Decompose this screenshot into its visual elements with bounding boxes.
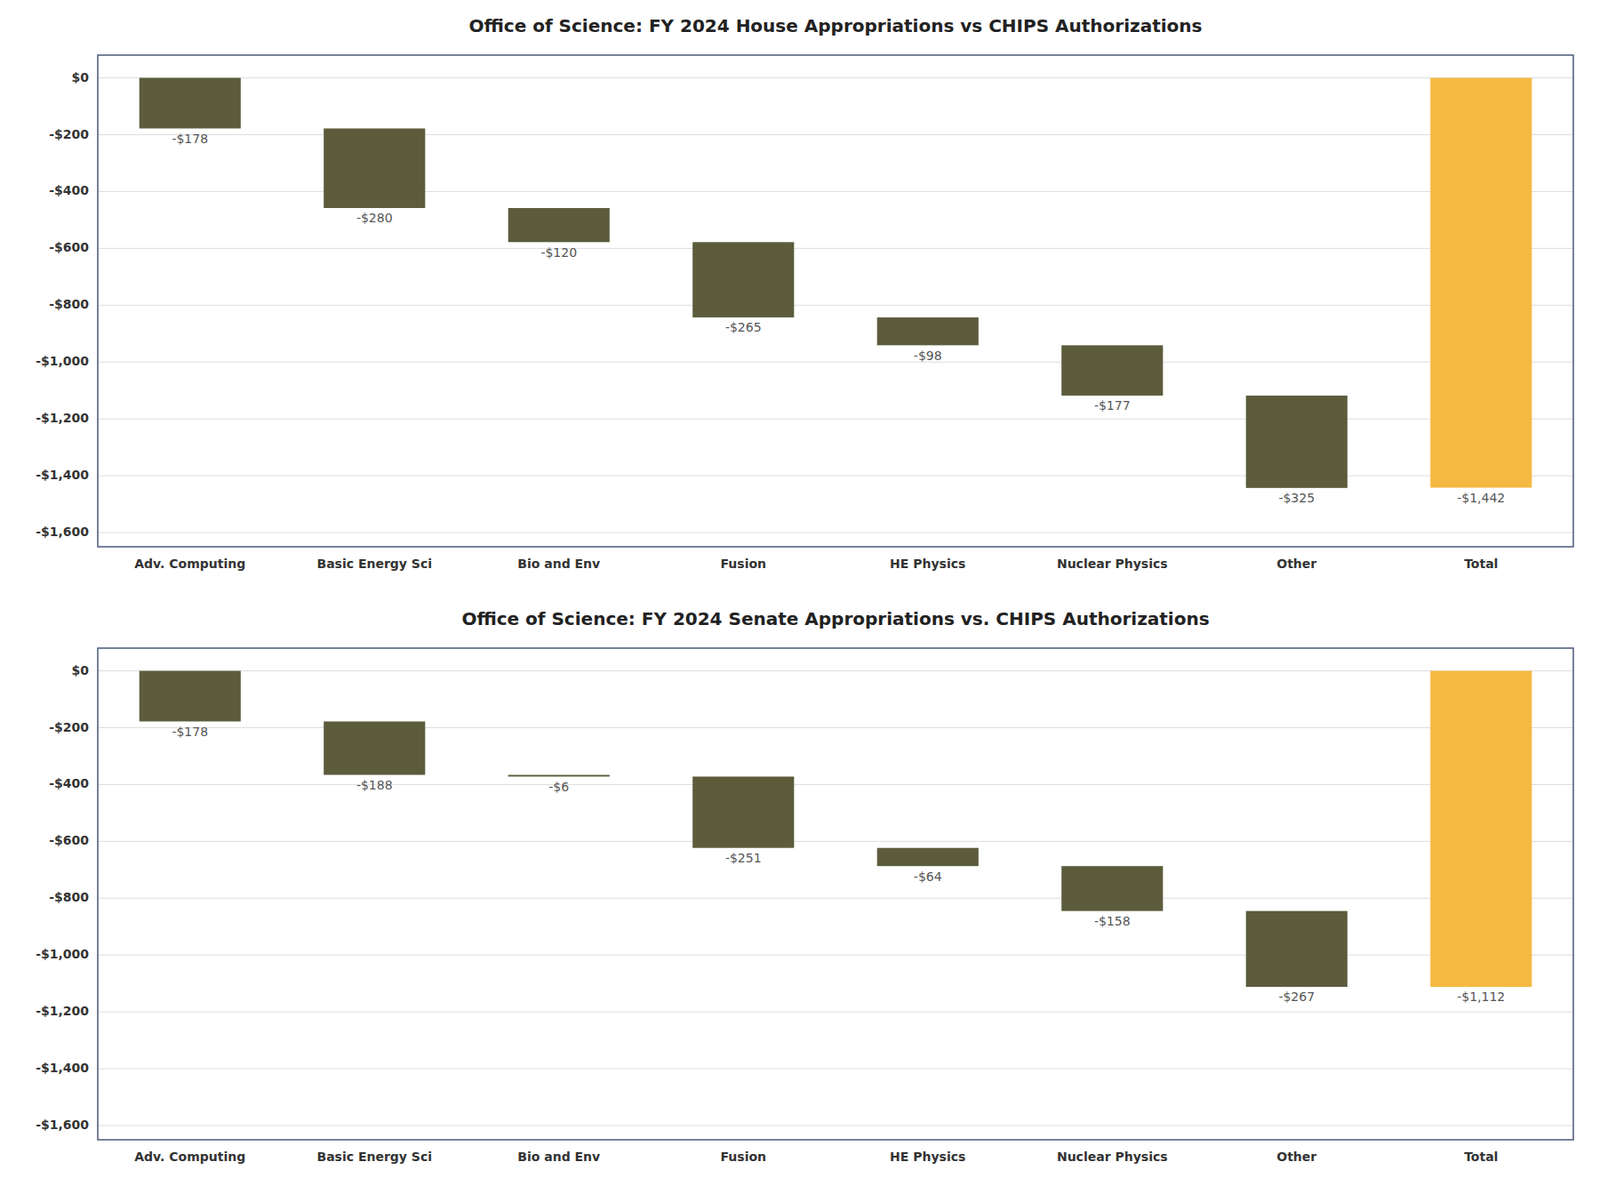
grid-line — [97, 670, 1574, 672]
data-label: -$6 — [548, 779, 569, 794]
total-bar — [1430, 78, 1532, 488]
grid-line — [97, 784, 1574, 785]
x-tick-label: HE Physics — [889, 1149, 966, 1164]
data-label: -$267 — [1278, 989, 1315, 1004]
y-tick-label: -$1,600 — [35, 524, 89, 539]
grid-line — [97, 840, 1574, 842]
y-tick-label: -$600 — [48, 240, 89, 255]
y-tick-label: -$1,000 — [35, 353, 89, 368]
plot-frame — [97, 55, 1574, 547]
grid-line — [97, 954, 1574, 956]
y-tick-label: -$600 — [48, 832, 89, 848]
grid-line — [97, 1125, 1574, 1127]
y-tick-label: $0 — [72, 663, 90, 678]
grid-line — [97, 1068, 1574, 1070]
data-label: -$1,112 — [1456, 989, 1505, 1004]
x-tick-label: Basic Energy Sci — [316, 556, 432, 571]
data-label: -$178 — [171, 131, 208, 146]
x-tick-label: Fusion — [720, 556, 767, 571]
data-label: -$325 — [1278, 490, 1315, 505]
grid-line — [97, 361, 1574, 363]
y-tick-label: -$1,200 — [35, 1003, 89, 1018]
bar — [1061, 865, 1163, 912]
grid-line — [97, 727, 1574, 728]
data-label: -$120 — [540, 245, 577, 260]
x-tick-label: Basic Energy Sci — [316, 1149, 432, 1164]
y-tick-label: -$1,400 — [35, 467, 89, 482]
x-tick-label: Total — [1464, 1149, 1498, 1164]
y-tick-label: -$400 — [48, 776, 89, 791]
bar — [508, 208, 610, 242]
data-label: -$98 — [913, 348, 943, 363]
x-tick-label: Fusion — [720, 1149, 767, 1164]
grid-line — [97, 418, 1574, 420]
y-tick-label: -$200 — [48, 127, 89, 142]
grid-line — [97, 1011, 1574, 1013]
x-tick-label: Nuclear Physics — [1056, 1149, 1168, 1164]
x-tick-label: Other — [1276, 556, 1317, 571]
chart-panel: Office of Science: FY 2024 Senate Approp… — [35, 608, 1574, 1164]
bars — [139, 671, 1533, 987]
bar — [692, 776, 794, 848]
y-tick-label: -$400 — [48, 183, 89, 198]
bars — [139, 78, 1533, 488]
data-label: -$1,442 — [1456, 490, 1505, 505]
plot-frame — [97, 648, 1574, 1140]
data-labels: -$178 -$280 -$120 -$265 -$98 -$177 -$325 -$1,44… — [171, 131, 1505, 505]
y-tick-label: -$1,400 — [35, 1060, 89, 1075]
chart-panel: Office of Science: FY 2024 House Appropr… — [35, 15, 1574, 571]
bar — [692, 241, 794, 318]
x-tick-label: Nuclear Physics — [1056, 556, 1168, 571]
grid-line — [97, 191, 1574, 192]
x-tick-label: Bio and Env — [517, 1149, 600, 1164]
grid-line — [97, 134, 1574, 136]
bar — [1246, 911, 1348, 987]
x-tick-label: Adv. Computing — [134, 1149, 246, 1164]
grid-line — [97, 897, 1574, 899]
bar — [508, 775, 610, 777]
bar — [323, 128, 425, 208]
data-label: -$188 — [356, 777, 393, 792]
data-label: -$64 — [913, 869, 943, 884]
y-tick-label: -$200 — [48, 720, 89, 735]
x-tick-label: Adv. Computing — [134, 556, 246, 571]
bar — [1246, 395, 1348, 488]
bar — [139, 78, 241, 129]
background — [0, 0, 1600, 1186]
figure: Office of Science: FY 2024 House Appropr… — [0, 0, 1600, 1186]
grid-line — [97, 304, 1574, 306]
bar — [877, 848, 979, 866]
y-tick-label: -$1,000 — [35, 946, 89, 961]
bar — [139, 671, 241, 722]
chart-title: Office of Science: FY 2024 House Appropr… — [469, 15, 1203, 37]
y-tick-label: $0 — [72, 70, 90, 85]
data-label: -$178 — [171, 724, 208, 739]
grid-line — [97, 77, 1574, 79]
grid-line — [97, 475, 1574, 477]
data-label: -$280 — [356, 210, 393, 225]
y-tick-label: -$800 — [48, 296, 89, 312]
data-label: -$158 — [1094, 913, 1131, 928]
y-tick-label: -$1,200 — [35, 410, 89, 425]
total-bar — [1430, 671, 1532, 987]
grid-line — [97, 532, 1574, 534]
bar — [877, 317, 979, 345]
x-tick-label: HE Physics — [889, 556, 966, 571]
y-tick-label: -$800 — [48, 889, 89, 904]
data-label: -$251 — [725, 850, 762, 865]
chart-title: Office of Science: FY 2024 Senate Approp… — [461, 608, 1209, 630]
x-tick-label: Other — [1276, 1149, 1317, 1164]
data-label: -$177 — [1094, 398, 1131, 413]
data-labels: -$178 -$188 -$6 -$251 -$64 -$158 -$267 -$1,112 — [171, 724, 1505, 1005]
x-tick-label: Bio and Env — [517, 556, 600, 571]
bar — [1061, 344, 1163, 396]
grid-line — [97, 248, 1574, 249]
y-tick-label: -$1,600 — [35, 1117, 89, 1132]
data-label: -$265 — [725, 320, 762, 335]
x-tick-label: Total — [1464, 556, 1498, 571]
bar — [323, 720, 425, 775]
